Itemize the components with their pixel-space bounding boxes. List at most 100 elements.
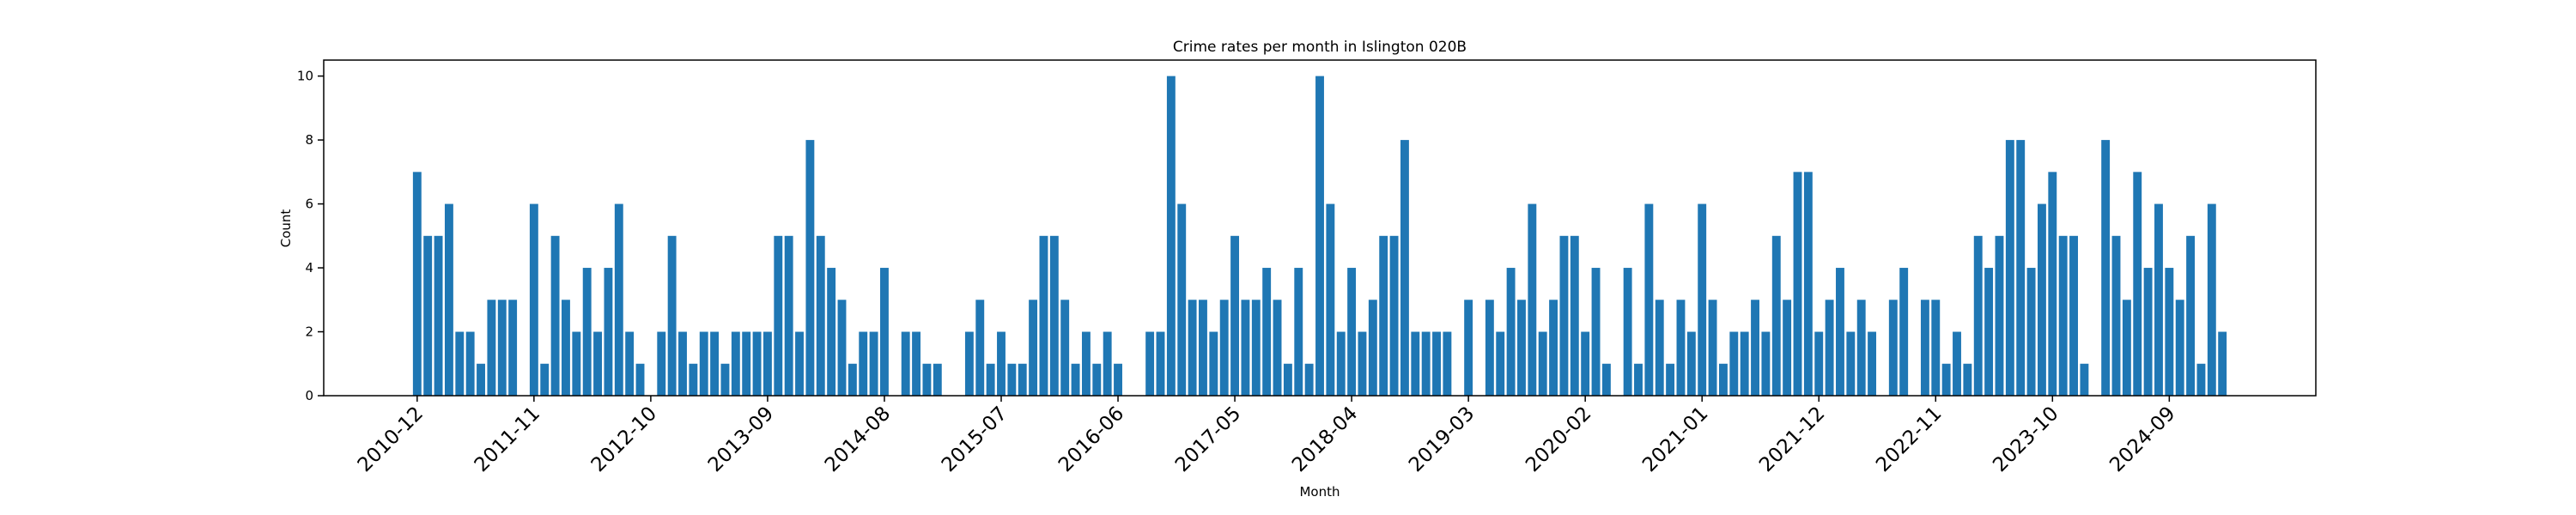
bar	[550, 235, 560, 396]
bar	[1049, 235, 1059, 396]
bar	[1528, 203, 1537, 396]
bar	[614, 203, 623, 396]
bar	[742, 331, 751, 396]
y-tick-label: 10	[297, 69, 313, 84]
bar	[2175, 300, 2184, 396]
bar	[1166, 76, 1176, 396]
bar	[529, 203, 538, 396]
bar	[1251, 300, 1261, 396]
bar	[2037, 203, 2046, 396]
bar	[1400, 140, 1409, 396]
bar	[1984, 268, 1994, 396]
bar	[1496, 331, 1505, 396]
bar	[1698, 203, 1707, 396]
bar	[1411, 331, 1420, 396]
bar	[1039, 235, 1048, 396]
bar	[1060, 300, 1070, 396]
bar	[816, 235, 825, 396]
bar	[2069, 235, 2078, 396]
bar	[1007, 363, 1017, 396]
bar	[1559, 235, 1569, 396]
bar	[444, 203, 453, 396]
bar	[1591, 268, 1601, 396]
bar	[1029, 300, 1038, 396]
bar	[477, 363, 485, 396]
bar	[1634, 363, 1643, 396]
bar	[1273, 300, 1282, 396]
y-tick-label: 4	[305, 260, 313, 276]
bar	[1793, 172, 1802, 397]
y-tick-label: 6	[305, 197, 313, 212]
bar	[805, 140, 815, 396]
bar	[1963, 363, 1972, 396]
bar	[562, 300, 570, 396]
bar	[1953, 331, 1961, 396]
bar	[848, 363, 857, 396]
bar	[2048, 172, 2057, 397]
bar	[508, 300, 518, 396]
bar	[1358, 331, 1367, 396]
bar	[1294, 268, 1303, 396]
bar	[1729, 331, 1739, 396]
bar	[1326, 203, 1335, 396]
bar	[657, 331, 666, 396]
y-tick-label: 0	[305, 388, 313, 403]
bar	[720, 363, 730, 396]
bar	[795, 331, 804, 396]
bar	[2207, 203, 2216, 396]
bar	[487, 300, 496, 396]
bar	[880, 268, 889, 396]
bar	[1379, 235, 1388, 396]
bar	[1103, 331, 1112, 396]
bar	[604, 268, 613, 396]
bar	[710, 331, 720, 396]
bar	[762, 331, 772, 396]
y-tick-label: 8	[305, 132, 313, 148]
bar	[1601, 363, 1611, 396]
bar	[1114, 363, 1122, 396]
bar	[1836, 268, 1844, 396]
bar	[933, 363, 942, 396]
bar	[689, 363, 698, 396]
bar	[572, 331, 581, 396]
bar	[1803, 172, 1813, 397]
bar	[1188, 300, 1197, 396]
bar	[1071, 363, 1080, 396]
bar	[2186, 235, 2196, 396]
bar	[2058, 235, 2068, 396]
bar	[1856, 300, 1866, 396]
bar	[1708, 300, 1717, 396]
bar	[1199, 300, 1207, 396]
bar	[964, 331, 974, 396]
bar	[774, 235, 783, 396]
bar	[1920, 300, 1929, 396]
bar	[752, 331, 762, 396]
bar	[2111, 235, 2121, 396]
bar	[1868, 331, 1877, 396]
bar	[2196, 363, 2206, 396]
bar	[922, 363, 932, 396]
bar	[2218, 331, 2227, 396]
y-axis-label: Count	[278, 209, 294, 248]
bar	[784, 235, 793, 396]
bar	[1899, 268, 1909, 396]
y-tick-label: 2	[305, 324, 313, 340]
bar	[1018, 363, 1027, 396]
bar	[1347, 268, 1357, 396]
bar	[1368, 300, 1377, 396]
bar	[1443, 331, 1452, 396]
x-axis-label: Month	[1299, 484, 1340, 500]
bar	[667, 235, 677, 396]
bar	[465, 331, 475, 396]
bar	[1718, 363, 1728, 396]
bar	[1846, 331, 1856, 396]
bar	[1464, 300, 1473, 396]
bar	[678, 331, 687, 396]
bar	[625, 331, 635, 396]
bar	[1931, 300, 1941, 396]
bar	[1177, 203, 1187, 396]
bar	[1315, 76, 1324, 396]
bar	[1623, 268, 1632, 396]
bar	[2133, 172, 2142, 397]
bar	[1538, 331, 1547, 396]
